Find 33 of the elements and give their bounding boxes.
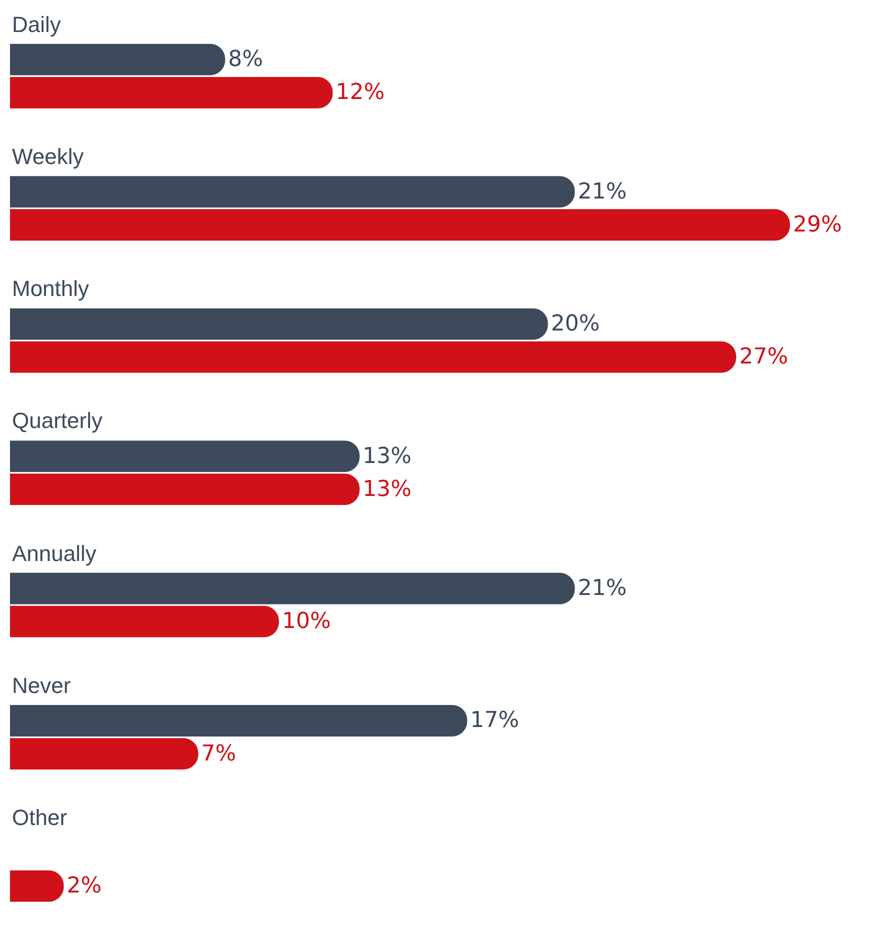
y-tick-label: Never (12, 673, 71, 698)
bar (10, 341, 736, 373)
bar (10, 606, 279, 638)
data-label: 27% (739, 344, 788, 370)
bar (10, 440, 360, 472)
data-label: 29% (793, 212, 842, 238)
bar (10, 474, 360, 506)
data-label: 20% (550, 312, 600, 337)
y-tick-label: Quarterly (12, 408, 102, 433)
data-label: 21% (578, 576, 627, 602)
y-tick-label: Daily (12, 12, 61, 37)
y-tick-label: Annually (12, 541, 96, 566)
data-label: 7% (201, 741, 236, 766)
y-tick-label: Monthly (12, 276, 90, 301)
y-tick-label: Other (12, 805, 68, 830)
bar (10, 738, 198, 770)
data-label: 13% (362, 476, 412, 502)
data-label: 17% (470, 708, 520, 734)
bar (10, 209, 790, 241)
bar (10, 705, 468, 736)
data-label: 2% (66, 874, 102, 899)
bar (10, 572, 575, 604)
bar (10, 44, 226, 76)
data-label: 10% (282, 609, 331, 634)
bar (10, 176, 575, 208)
data-label: 13% (362, 444, 412, 469)
bar (10, 76, 333, 108)
data-label: 8% (228, 47, 264, 72)
bar (10, 308, 548, 340)
bar (10, 870, 64, 902)
y-tick-label: Weekly (12, 144, 84, 169)
data-label: 21% (578, 179, 627, 204)
data-label: 12% (336, 80, 385, 106)
